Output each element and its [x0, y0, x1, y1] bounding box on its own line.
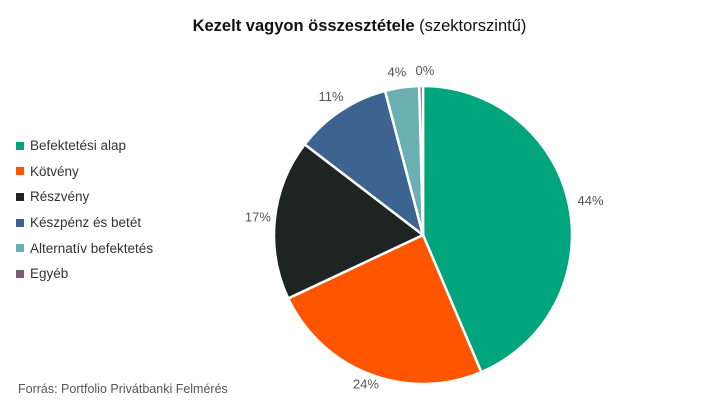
pie-slice-kotveny: [286, 233, 483, 386]
data-label-keszpenz-es-betet: 11%: [318, 89, 343, 104]
legend-label: Kötvény: [30, 163, 79, 179]
legend-item-keszpenz-es-betet: Készpénz és betét: [16, 210, 153, 236]
source-note: Forrás: Portfolio Privátbanki Felmérés: [18, 382, 228, 396]
chart-title-sub: (szektorszintű): [419, 17, 527, 35]
legend-label: Készpénz és betét: [30, 215, 142, 231]
pie-slice-reszveny: [272, 143, 425, 300]
legend-label: Egyéb: [30, 266, 69, 282]
data-label-kotveny: 24%: [353, 376, 379, 391]
legend-swatch: [16, 141, 24, 150]
data-label-reszveny: 17%: [245, 209, 271, 224]
data-label-egyeb: 0%: [416, 63, 435, 78]
legend-item-alternativ-befektetes: Alternatív befektetés: [16, 235, 153, 261]
chart-legend: Befektetési alap Kötvény Részvény Készpé…: [16, 133, 153, 287]
legend-item-kotveny: Kötvény: [16, 159, 153, 185]
legend-item-egyeb: Egyéb: [16, 261, 153, 287]
legend-label: Részvény: [30, 189, 90, 205]
legend-label: Befektetési alap: [30, 138, 127, 154]
legend-swatch: [16, 218, 24, 227]
pie-slice-befektetesi-alap: [421, 84, 574, 374]
chart-title: Kezelt vagyon összesztétele (szektorszin…: [0, 17, 719, 36]
pie-slice-egyeb: [418, 84, 425, 237]
legend-item-befektetesi-alap: Befektetési alap: [16, 133, 153, 159]
legend-swatch: [16, 192, 24, 201]
legend-swatch: [16, 167, 24, 176]
legend-label: Alternatív befektetés: [30, 240, 154, 256]
legend-item-reszveny: Részvény: [16, 184, 153, 210]
legend-swatch: [16, 244, 24, 253]
chart-title-main: Kezelt vagyon összesztétele: [192, 17, 415, 35]
data-label-befektetesi-alap: 44%: [578, 193, 604, 208]
legend-swatch: [16, 269, 24, 278]
data-label-alternativ-befektetes: 4%: [387, 65, 406, 80]
